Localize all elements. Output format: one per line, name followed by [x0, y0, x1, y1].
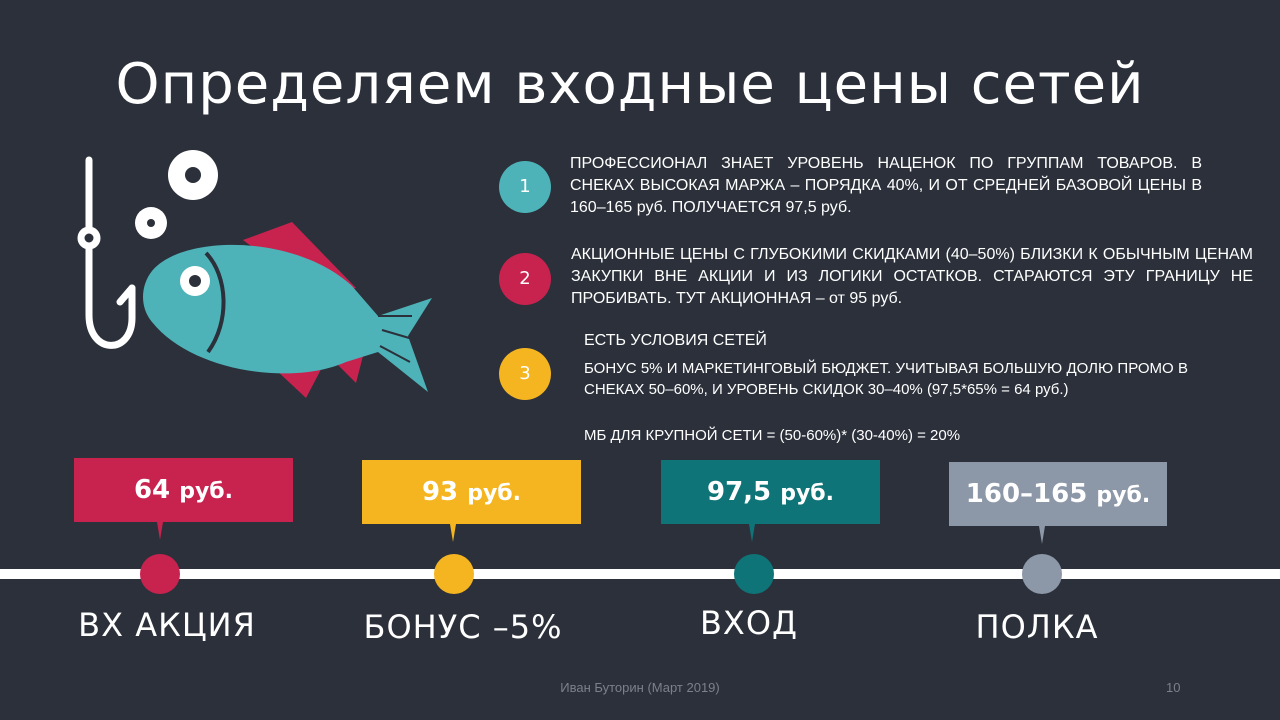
price-box-entry: 97,5 руб.	[661, 460, 880, 524]
timeline-dot-entry	[734, 554, 774, 594]
price-bonus-value: 93	[421, 477, 459, 507]
label-shelf: ПОЛКА	[975, 608, 1099, 646]
price-shelf-unit: руб.	[1096, 483, 1151, 508]
price-entry-value: 97,5	[706, 477, 772, 507]
price-bonus-unit: руб.	[467, 481, 522, 506]
footer-author: Иван Буторин (Март 2019)	[560, 680, 720, 695]
point-3-text: БОНУС 5% И МАРКЕТИНГОВЫЙ БЮДЖЕТ. УЧИТЫВА…	[584, 360, 1188, 398]
point-3-heading: ЕСТЬ УСЛОВИЯ СЕТЕЙ	[584, 332, 767, 349]
stem-entry	[749, 524, 755, 542]
price-box-bonus: 93 руб.	[362, 460, 581, 524]
fish-hook-illustration	[77, 150, 432, 398]
fish-icon	[143, 222, 432, 398]
point-1-badge: 1	[499, 161, 551, 213]
bubbles-icon	[135, 150, 218, 239]
price-box-shelf: 160–165 руб.	[949, 462, 1167, 526]
label-promo: ВХ АКЦИЯ	[78, 606, 256, 644]
timeline-dot-promo	[140, 554, 180, 594]
price-shelf-value: 160–165	[965, 479, 1088, 509]
stem-shelf	[1039, 526, 1045, 544]
label-entry: ВХОД	[699, 604, 799, 642]
stem-promo	[157, 522, 163, 540]
page-number: 10	[1166, 680, 1181, 695]
timeline-dot-shelf	[1022, 554, 1062, 594]
timeline-dot-bonus	[434, 554, 474, 594]
price-promo-value: 64	[133, 475, 171, 505]
price-box-promo: 64 руб.	[74, 458, 293, 522]
point-2-badge: 2	[499, 253, 551, 305]
price-entry-unit: руб.	[780, 481, 835, 506]
label-bonus: БОНУС –5%	[363, 608, 563, 646]
price-promo-unit: руб.	[179, 479, 234, 504]
point-3-badge: 3	[499, 348, 551, 400]
hook-icon	[77, 156, 136, 349]
point-1-text: ПРОФЕССИОНАЛ ЗНАЕТ УРОВЕНЬ НАЦЕНОК ПО ГР…	[570, 155, 1202, 216]
slide-title: Определяем входные цены сетей	[115, 52, 1145, 117]
point-2-text: АКЦИОННЫЕ ЦЕНЫ С ГЛУБОКИМИ СКИДКАМИ (40–…	[571, 246, 1253, 307]
timeline-line	[0, 569, 1280, 579]
stem-bonus	[450, 524, 456, 542]
point-3-formula: МБ ДЛЯ КРУПНОЙ СЕТИ = (50-60%)* (30-40%)…	[584, 427, 961, 444]
